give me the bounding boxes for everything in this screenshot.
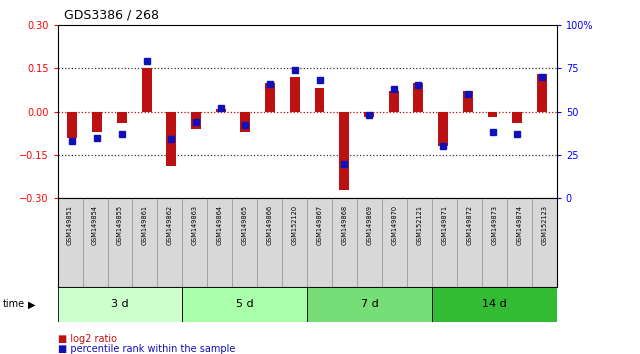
Text: ■ percentile rank within the sample: ■ percentile rank within the sample — [58, 344, 235, 354]
Bar — [92, 112, 102, 132]
Text: ▶: ▶ — [28, 299, 36, 309]
Bar — [241, 112, 250, 132]
Bar — [67, 112, 77, 137]
Bar — [257, 198, 282, 287]
Bar — [58, 287, 182, 322]
Bar — [512, 112, 522, 123]
Bar — [457, 198, 482, 287]
Bar — [117, 112, 127, 123]
Bar — [141, 68, 152, 112]
Bar — [307, 287, 432, 322]
Bar — [507, 198, 532, 287]
Text: GSM149871: GSM149871 — [442, 205, 447, 245]
Text: 7 d: 7 d — [361, 299, 378, 309]
Text: GSM149869: GSM149869 — [367, 205, 372, 245]
Bar — [339, 112, 349, 190]
Bar — [364, 112, 374, 117]
Bar — [232, 198, 257, 287]
Text: 14 d: 14 d — [482, 299, 507, 309]
Text: GSM149864: GSM149864 — [217, 205, 223, 245]
Bar — [108, 198, 132, 287]
Bar — [463, 91, 473, 112]
Text: ■ log2 ratio: ■ log2 ratio — [58, 334, 116, 344]
Bar — [157, 198, 182, 287]
Text: time: time — [3, 299, 26, 309]
Bar — [216, 109, 226, 112]
Text: GSM149872: GSM149872 — [467, 205, 472, 245]
Bar — [382, 198, 407, 287]
Text: GSM149870: GSM149870 — [392, 205, 397, 245]
Bar — [166, 112, 176, 166]
Bar — [182, 198, 207, 287]
Text: 5 d: 5 d — [236, 299, 253, 309]
Text: GSM149865: GSM149865 — [242, 205, 248, 245]
Text: GSM149867: GSM149867 — [317, 205, 323, 245]
Text: GSM152121: GSM152121 — [417, 205, 422, 245]
Text: GSM152123: GSM152123 — [541, 205, 547, 245]
Bar — [432, 287, 557, 322]
Text: GSM149874: GSM149874 — [516, 205, 522, 245]
Bar — [407, 198, 432, 287]
Bar — [332, 198, 357, 287]
Text: GSM149855: GSM149855 — [117, 205, 123, 245]
Bar — [315, 88, 324, 112]
Bar — [488, 112, 497, 117]
Bar — [307, 198, 332, 287]
Bar — [182, 287, 307, 322]
Bar — [432, 198, 457, 287]
Bar — [413, 82, 423, 112]
Bar — [388, 91, 399, 112]
Bar — [532, 198, 557, 287]
Text: GSM149854: GSM149854 — [92, 205, 98, 245]
Text: GDS3386 / 268: GDS3386 / 268 — [64, 8, 159, 21]
Text: 3 d: 3 d — [111, 299, 129, 309]
Text: GSM149861: GSM149861 — [142, 205, 148, 245]
Bar — [132, 198, 157, 287]
Bar — [482, 198, 507, 287]
Bar — [58, 198, 83, 287]
Bar — [357, 198, 382, 287]
Bar — [265, 82, 275, 112]
Bar — [290, 77, 300, 112]
Bar — [438, 112, 448, 146]
Bar — [83, 198, 108, 287]
Text: GSM149851: GSM149851 — [67, 205, 73, 245]
Text: GSM149868: GSM149868 — [342, 205, 348, 245]
Text: GSM149866: GSM149866 — [267, 205, 273, 245]
Bar — [537, 74, 547, 112]
Bar — [282, 198, 307, 287]
Text: GSM149863: GSM149863 — [192, 205, 198, 245]
Text: GSM152120: GSM152120 — [292, 205, 298, 245]
Text: GSM149873: GSM149873 — [492, 205, 497, 245]
Text: GSM149862: GSM149862 — [167, 205, 173, 245]
Bar — [191, 112, 201, 129]
Bar — [207, 198, 232, 287]
